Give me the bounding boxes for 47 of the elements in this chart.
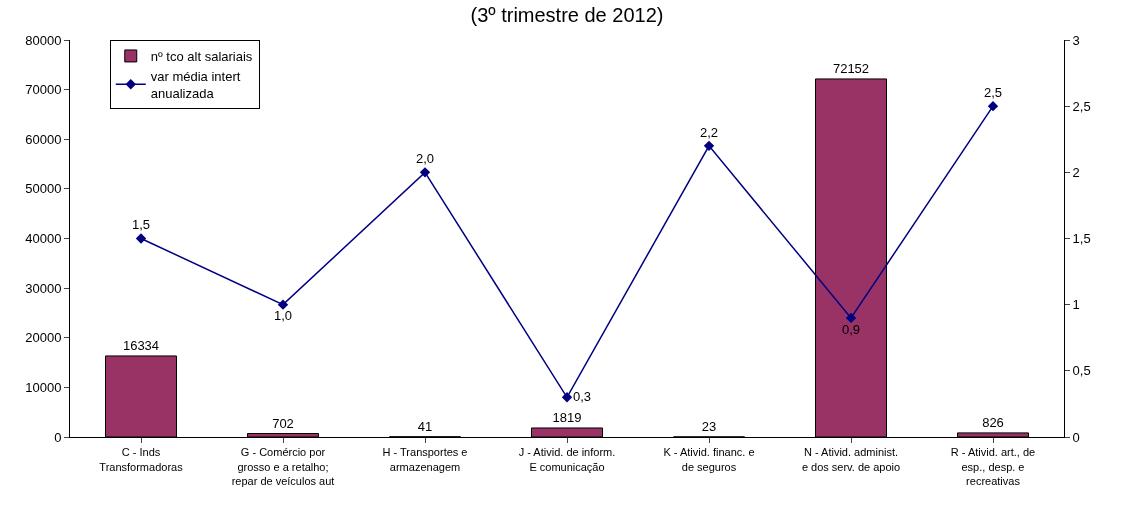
y-tick-label: 50000	[25, 181, 62, 197]
point	[561, 392, 573, 403]
data-label: 16334	[122, 337, 160, 353]
x-tick-label: N - Ativid. administ. e dos serv. de apoio	[801, 446, 901, 473]
point	[845, 312, 857, 324]
y-tick-label: 80000	[25, 32, 62, 48]
data-label: 2,5	[983, 84, 1003, 100]
chart-title: (3º trimestre de 2012)	[470, 3, 664, 26]
y2-tick-label: 1,5	[1072, 231, 1091, 247]
y2-tick-label: 2	[1072, 164, 1080, 180]
x-tick-label: H - Transportes e armazenagem	[382, 446, 468, 473]
x-tick-label: K - Ativid. financ. e de seguros	[663, 446, 755, 473]
data-label: 23	[701, 418, 717, 434]
y-tick-label: 20000	[25, 330, 62, 346]
y2-tick-label: 0,5	[1072, 363, 1091, 379]
data-label: 1,5	[131, 217, 151, 233]
y-tick-label: 0	[54, 429, 62, 445]
point	[135, 233, 147, 244]
x-tick-label: C - Inds Transformadoras	[99, 446, 184, 473]
y-tick-label: 40000	[25, 231, 62, 247]
data-label: 826	[982, 414, 1004, 430]
y-tick-label: 70000	[25, 82, 62, 98]
point	[703, 140, 715, 152]
x-tick-label: J - Ativid. de inform. E comunicação	[518, 446, 616, 473]
y2-tick-label: 3	[1072, 32, 1080, 48]
legend-label: nº tco alt salariais	[150, 49, 253, 65]
data-label: 1819	[552, 409, 582, 425]
y2-tick-label: 2,5	[1072, 98, 1091, 114]
y-tick-label: 60000	[25, 131, 62, 147]
data-label: 72152	[832, 60, 870, 76]
data-label: 2,0	[415, 151, 435, 167]
data-label: 1,0	[273, 308, 293, 324]
data-label: 702	[272, 415, 294, 431]
data-label: 41	[417, 418, 433, 434]
y-tick-label: 10000	[25, 379, 62, 395]
point	[419, 167, 431, 178]
x-tick-label: R - Ativid. art., de esp., desp. e recreativas	[950, 446, 1036, 487]
y-tick-label: 30000	[25, 280, 62, 296]
legend-label: var média intert anualizada	[150, 68, 241, 101]
x-tick-label: G - Comércio por grosso e a retalho; repar de veículos aut	[231, 446, 335, 487]
data-label: 0,3	[573, 388, 592, 404]
point	[987, 100, 999, 112]
data-label: 0,9	[841, 321, 861, 337]
point	[277, 299, 289, 310]
y2-tick-label: 1	[1072, 297, 1080, 313]
y2-tick-label: 0	[1072, 429, 1080, 445]
data-label: 2,2	[699, 124, 719, 140]
